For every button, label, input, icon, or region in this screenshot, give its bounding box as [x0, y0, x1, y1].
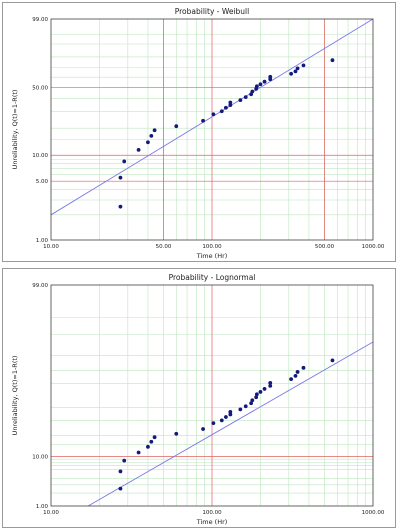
y-tick-label: 10.00 [32, 153, 48, 159]
data-point [301, 365, 306, 370]
data-point [149, 133, 154, 138]
data-point [146, 140, 150, 145]
data-point [330, 358, 335, 363]
weibull-chart: Probability - Weibull 10.00 50.00 100.00 500… [11, 7, 385, 260]
y-axis-label: Unreliability, Q(t)=1-R(t) [11, 90, 19, 170]
data-point [174, 431, 179, 436]
data-point [152, 435, 157, 440]
data-point [330, 58, 335, 63]
data-point [219, 109, 224, 114]
chart-title: Probability - Lognormal [169, 273, 256, 282]
data-point [268, 384, 273, 388]
data-point [238, 98, 243, 102]
y-tick-label: 99.00 [32, 17, 48, 23]
data-point [295, 66, 300, 71]
data-point [289, 377, 294, 382]
data-point [258, 390, 263, 394]
data-point [249, 401, 254, 406]
x-minor-grid [99, 19, 366, 240]
data-point [118, 469, 123, 474]
x-tick-label: 100.00 [202, 244, 222, 250]
data-point [268, 74, 273, 79]
x-tick-label: 10.00 [43, 244, 59, 250]
data-point [122, 159, 127, 164]
data-point [149, 439, 154, 444]
y-tick-label: 1.00 [36, 238, 49, 244]
data-point [224, 415, 228, 419]
data-point [243, 404, 248, 409]
data-point [201, 118, 205, 123]
data-point [258, 82, 263, 87]
major-grid [51, 19, 373, 240]
data-point [219, 418, 224, 423]
data-point [224, 105, 228, 110]
data-point [122, 458, 127, 463]
x-tick-label: 10.00 [43, 510, 59, 516]
data-point [295, 370, 300, 374]
data-point [118, 204, 123, 209]
plot-border [50, 18, 374, 241]
x-tick-label: 1000.00 [362, 244, 385, 250]
data-point [289, 71, 294, 76]
data-point [136, 148, 141, 152]
data-point [254, 392, 259, 397]
major-grid [51, 285, 373, 506]
chart-title: Probability - Weibull [175, 7, 249, 16]
data-point [118, 175, 123, 180]
x-axis-label: Time (Hr) [196, 518, 228, 526]
data-point [211, 112, 216, 117]
x-tick-label: 500.00 [315, 244, 335, 250]
data-point [254, 395, 259, 400]
x-tick-label: 1000.00 [362, 510, 385, 516]
data-point [262, 387, 267, 391]
data-point [268, 380, 273, 385]
fit-line [51, 19, 373, 216]
weibull-panel: Probability - Weibull 10.00 50.00 100.00 500… [2, 2, 396, 262]
y-tick-label: 99.00 [32, 283, 48, 289]
fit-line [87, 341, 373, 506]
data-point [254, 84, 259, 89]
data-point [243, 95, 248, 100]
data-points [118, 58, 335, 209]
data-point [174, 124, 179, 129]
lognormal-chart: Probability - Lognormal 10.00 100.00 1000.0… [11, 273, 385, 526]
data-point [250, 89, 255, 94]
data-point [228, 100, 233, 105]
data-point [118, 486, 123, 491]
x-tick-label: 100.00 [202, 510, 222, 516]
data-point [201, 427, 205, 431]
lognormal-panel: Probability - Lognormal 10.00 100.00 1000.0… [2, 268, 396, 528]
data-point [228, 409, 233, 414]
data-point [136, 450, 141, 455]
data-point [152, 128, 157, 133]
y-tick-label: 50.00 [32, 85, 48, 91]
plot-border [50, 284, 374, 507]
x-axis-label: Time (Hr) [196, 252, 228, 260]
data-point [301, 63, 306, 68]
data-point [146, 444, 150, 449]
y-axis-label: Unreliability, Q(t)=1-R(t) [11, 356, 19, 436]
data-point [250, 398, 255, 403]
data-point [293, 374, 298, 378]
data-points [118, 358, 335, 491]
data-point [238, 407, 243, 412]
data-point [262, 79, 267, 84]
y-tick-label: 5.00 [36, 179, 49, 185]
y-tick-label: 10.00 [32, 454, 48, 460]
y-tick-label: 1.00 [36, 504, 49, 510]
data-point [211, 421, 216, 426]
data-point [293, 69, 298, 74]
x-tick-label: 50.00 [156, 244, 172, 250]
